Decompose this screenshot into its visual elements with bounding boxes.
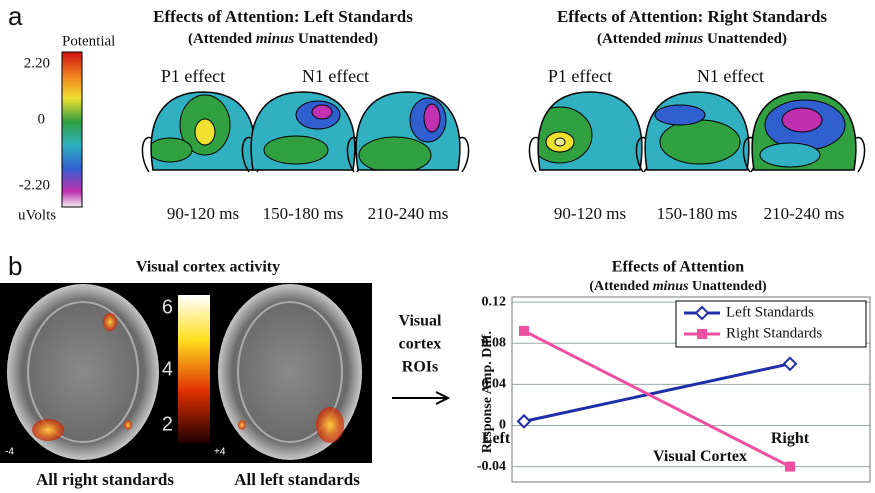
subtitle-part: (Attended	[597, 31, 665, 47]
arrow	[392, 392, 448, 404]
scalp-region	[655, 105, 705, 125]
color-bar	[62, 52, 82, 207]
arrow-text: Visual	[399, 313, 443, 330]
caption: All right standards	[36, 470, 174, 489]
scalp-region	[660, 120, 740, 164]
legend-marker	[697, 329, 707, 339]
group-subtitle: (Attended minus Unattended)	[188, 31, 378, 47]
point	[784, 358, 796, 370]
y-tick-label: 0.08	[482, 335, 507, 350]
activation	[238, 420, 246, 430]
subtitle-part: Unattended)	[689, 279, 768, 294]
y-tick-label: 0.12	[482, 294, 507, 309]
time-label: 210-240 ms	[368, 204, 449, 223]
subtitle-part: minus	[665, 31, 704, 47]
chart-subtitle: (Attended minus Unattended)	[589, 279, 767, 294]
scalp-map	[528, 90, 650, 172]
effect-label: N1 effect	[302, 66, 369, 86]
y-tick-label: -0.04	[477, 459, 506, 474]
y-tick-label: 0.04	[482, 377, 507, 392]
subtitle-part: (Attended	[589, 279, 652, 294]
legend-label: Left Standards	[726, 304, 814, 320]
time-label: 150-180 ms	[657, 204, 738, 223]
arrow-text: ROIs	[402, 359, 438, 376]
group-title: Effects of Attention: Right Standards	[557, 7, 827, 26]
activation	[103, 313, 117, 331]
scale-tick: 6	[162, 296, 173, 318]
activation	[316, 407, 344, 443]
caption: All left standards	[234, 470, 360, 489]
scale-tick: 2	[162, 413, 173, 435]
scalp-region	[312, 105, 332, 119]
point	[519, 326, 529, 336]
legend-title: Potential	[62, 33, 115, 49]
group-subtitle: (Attended minus Unattended)	[597, 31, 787, 47]
scalp-map	[143, 90, 263, 172]
scalp-region	[760, 143, 820, 167]
legend-tick: -2.20	[19, 177, 50, 193]
time-label: 90-120 ms	[554, 204, 626, 223]
scalp-region	[782, 108, 822, 132]
legend-tick: 0	[38, 111, 46, 127]
x-axis-label: Visual Cortex	[653, 448, 747, 465]
subtitle-part: minus	[653, 279, 689, 294]
figure: a Potential 2.20 0 -2.20 uVolts Effects …	[0, 0, 875, 493]
scalp-region	[148, 138, 192, 162]
series-line	[524, 331, 790, 467]
point	[785, 462, 795, 472]
scalp-map	[744, 90, 864, 172]
legend-label: Right Standards	[726, 325, 822, 341]
scalp-groups: Effects of Attention: Left Standards (Att…	[142, 7, 864, 223]
effect-label: N1 effect	[697, 66, 764, 86]
legend-tick: 2.20	[24, 55, 50, 71]
effect-label: P1 effect	[161, 66, 225, 86]
panel-label: b	[8, 251, 22, 281]
activation	[124, 420, 132, 430]
slice-label: -4	[5, 447, 14, 458]
subtitle-part: (Attended	[188, 31, 256, 47]
brain-slice	[7, 284, 159, 460]
x-tick-label: Right	[771, 430, 810, 447]
scalp-region	[195, 119, 215, 145]
panel-title: Visual cortex activity	[136, 259, 280, 276]
scale-tick: 4	[162, 358, 173, 380]
slice-label: +4	[214, 447, 226, 458]
panel-label: a	[8, 1, 23, 31]
group-title: Effects of Attention: Left Standards	[153, 7, 413, 26]
time-label: 150-180 ms	[263, 204, 344, 223]
scalp-map	[243, 90, 363, 172]
subtitle-part: minus	[256, 31, 295, 47]
scalp-region	[555, 138, 565, 146]
series-line	[524, 364, 790, 422]
scalp-region	[359, 137, 431, 173]
x-tick-label: Left	[482, 430, 511, 447]
scalp-map	[348, 90, 468, 173]
subtitle-part: Unattended)	[703, 31, 787, 47]
chart-title: Effects of Attention	[612, 259, 745, 276]
time-label: 210-240 ms	[764, 204, 845, 223]
effect-label: P1 effect	[548, 66, 612, 86]
time-label: 90-120 ms	[167, 204, 239, 223]
subtitle-part: Unattended)	[294, 31, 378, 47]
scalp-region	[264, 136, 328, 164]
scalp-map	[637, 90, 757, 172]
activation	[32, 419, 64, 441]
intensity-bar	[178, 295, 210, 443]
scalp-region	[424, 104, 440, 132]
legend-unit: uVolts	[18, 207, 56, 223]
arrow-text: cortex	[399, 336, 442, 353]
